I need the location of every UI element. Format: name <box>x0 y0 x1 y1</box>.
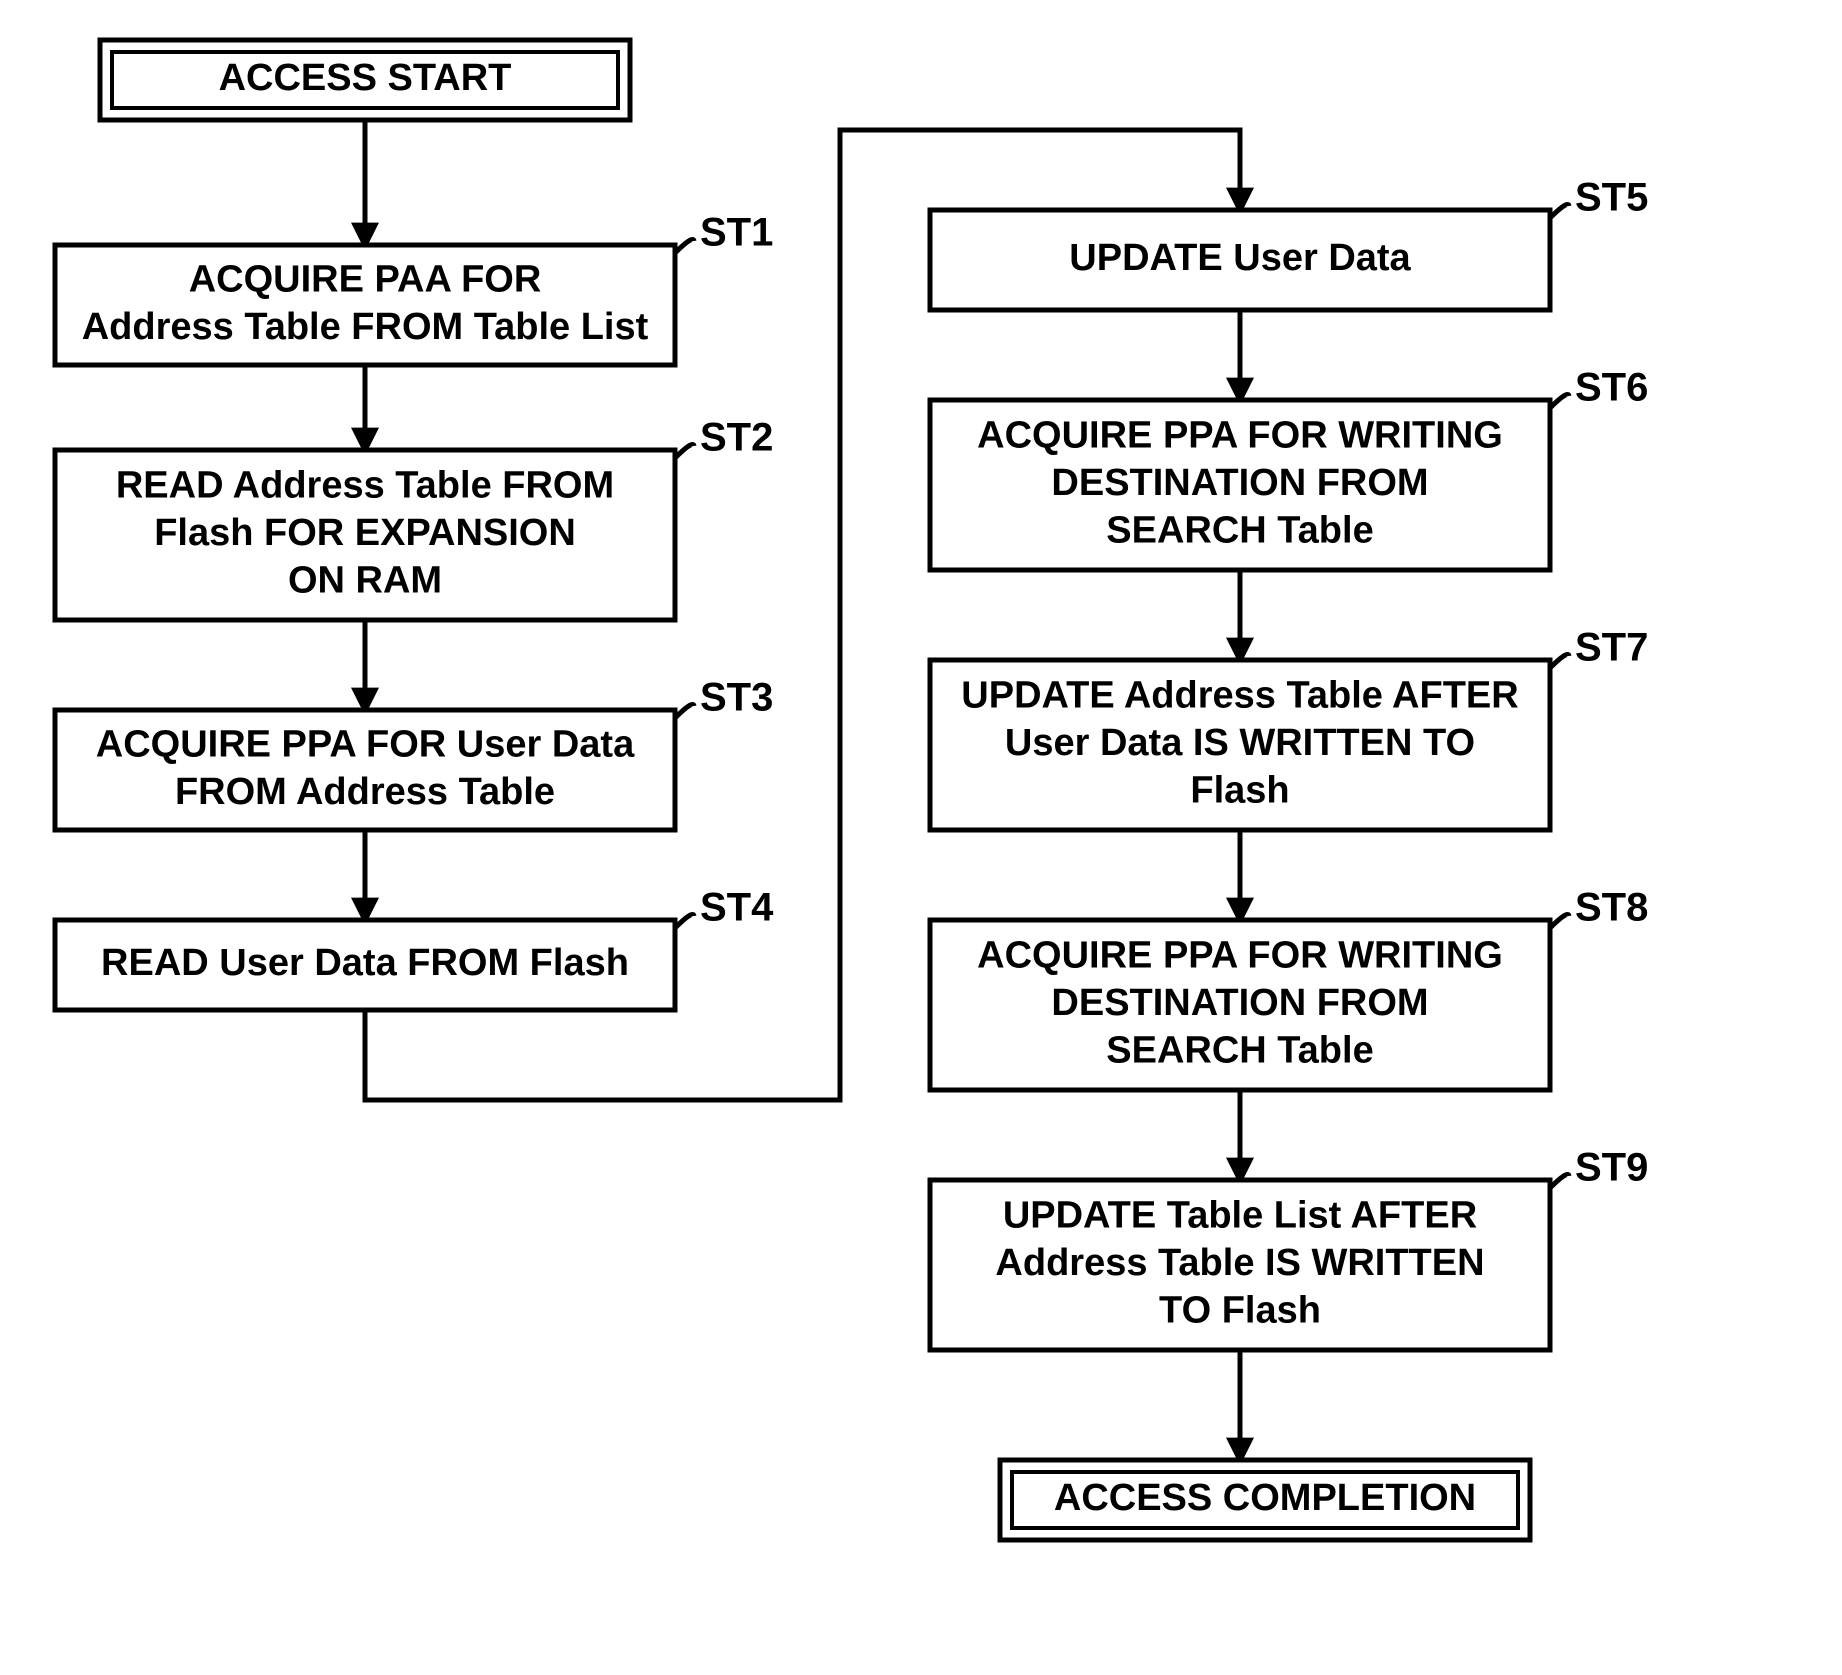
node-st2-line-1: Flash FOR EXPANSION <box>154 512 576 554</box>
node-st8-line-1: DESTINATION FROM <box>1051 982 1428 1024</box>
node-end: ACCESS COMPLETION <box>1000 1460 1530 1540</box>
node-st6-line-0: ACQUIRE PPA FOR WRITING <box>977 415 1503 457</box>
node-st5: UPDATE User Data ST5 <box>930 176 1648 310</box>
step-label-st8: ST8 <box>1575 886 1648 930</box>
node-st6-line-1: DESTINATION FROM <box>1051 462 1428 504</box>
node-st3: ACQUIRE PPA FOR User Data FROM Address Ta… <box>55 676 773 830</box>
node-st2-line-0: READ Address Table FROM <box>116 465 614 507</box>
node-st9-line-1: Address Table IS WRITTEN <box>995 1242 1484 1284</box>
node-st8-line-2: SEARCH Table <box>1106 1030 1373 1072</box>
node-st1-line-1: Address Table FROM Table List <box>82 306 649 348</box>
node-st8-line-0: ACQUIRE PPA FOR WRITING <box>977 935 1503 977</box>
node-end-line-0: ACCESS COMPLETION <box>1054 1477 1476 1519</box>
node-start-line-0: ACCESS START <box>219 57 512 99</box>
step-label-st5: ST5 <box>1575 176 1648 220</box>
flowchart-canvas: ACCESS START ACQUIRE PAA FOR Address Table… <box>0 0 1842 1675</box>
node-st3-line-1: FROM Address Table <box>175 771 555 813</box>
node-st7-line-1: User Data IS WRITTEN TO <box>1005 722 1475 764</box>
node-st7-line-0: UPDATE Address Table AFTER <box>961 675 1518 717</box>
node-st2-line-2: ON RAM <box>288 560 442 602</box>
step-label-st1: ST1 <box>700 211 773 255</box>
node-st1: ACQUIRE PAA FOR Address Table FROM Table … <box>55 211 773 365</box>
node-st9-line-0: UPDATE Table List AFTER <box>1003 1195 1477 1237</box>
step-label-st3: ST3 <box>700 676 773 720</box>
node-st6: ACQUIRE PPA FOR WRITING DESTINATION FROM S… <box>930 366 1648 570</box>
node-st1-line-0: ACQUIRE PAA FOR <box>189 258 542 300</box>
step-label-st9: ST9 <box>1575 1146 1648 1190</box>
node-st9: UPDATE Table List AFTER Address Table IS … <box>930 1146 1648 1350</box>
node-st7-line-2: Flash <box>1190 770 1289 812</box>
node-st3-line-0: ACQUIRE PPA FOR User Data <box>96 723 635 765</box>
step-label-st6: ST6 <box>1575 366 1648 410</box>
node-start: ACCESS START <box>100 40 630 120</box>
node-st4: READ User Data FROM Flash ST4 <box>55 886 774 1010</box>
node-st6-line-2: SEARCH Table <box>1106 510 1373 552</box>
node-st5-line-0: UPDATE User Data <box>1069 237 1411 279</box>
node-st9-line-2: TO Flash <box>1159 1290 1321 1332</box>
step-label-st7: ST7 <box>1575 626 1648 670</box>
step-label-st4: ST4 <box>700 886 774 930</box>
node-st4-line-0: READ User Data FROM Flash <box>101 942 629 984</box>
step-label-st2: ST2 <box>700 416 773 460</box>
node-st2: READ Address Table FROM Flash FOR EXPANSI… <box>55 416 773 620</box>
node-st8: ACQUIRE PPA FOR WRITING DESTINATION FROM S… <box>930 886 1648 1090</box>
node-st7: UPDATE Address Table AFTER User Data IS W… <box>930 626 1648 830</box>
